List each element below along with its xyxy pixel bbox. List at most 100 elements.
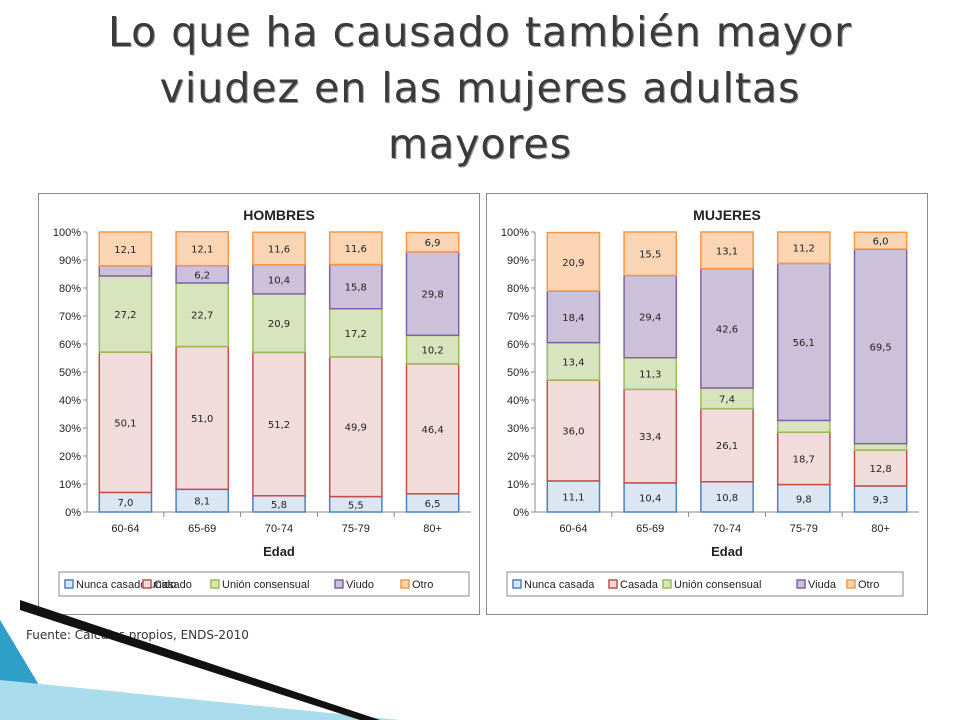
mujeres-x-tick-label: 75-79 xyxy=(790,523,818,535)
slide-title: Lo que ha causado también mayor viudez e… xyxy=(20,4,940,172)
mujeres-bar-casada xyxy=(776,431,831,486)
slide-title-line-1: Lo que ha causado también mayor xyxy=(108,8,852,56)
hombres-data-label: 10,2 xyxy=(421,346,443,357)
mujeres-data-label: 69,5 xyxy=(869,342,891,353)
hombres-chart-title: HOMBRES xyxy=(243,207,315,223)
mujeres-y-tick-label: 0% xyxy=(513,507,529,519)
mujeres-bar-viuda xyxy=(623,274,678,359)
mujeres-y-tick-label: 50% xyxy=(507,367,529,379)
mujeres-legend-label: Otro xyxy=(858,579,879,591)
hombres-data-label: 7,0 xyxy=(117,498,133,509)
mujeres-chart-title: MUJERES xyxy=(693,207,761,223)
mujeres-bar-viuda xyxy=(853,248,908,445)
hombres-data-label: 10,4 xyxy=(268,275,290,286)
mujeres-y-tick-label: 30% xyxy=(507,423,529,435)
mujeres-y-tick-label: 10% xyxy=(507,479,529,491)
mujeres-data-label: 15,5 xyxy=(639,250,661,261)
mujeres-bar-viuda xyxy=(546,290,601,344)
mujeres-bar-otro xyxy=(700,231,754,270)
mujeres-data-label: 26,1 xyxy=(716,441,738,452)
mujeres-data-label: 56,1 xyxy=(793,338,815,349)
hombres-data-label: 51,2 xyxy=(268,420,290,431)
hombres-data-label: 27,2 xyxy=(114,310,136,321)
mujeres-legend xyxy=(506,571,904,597)
hombres-x-tick-label: 80+ xyxy=(423,523,442,535)
hombres-data-label: 11,6 xyxy=(268,245,290,256)
hombres-legend-label: Casado xyxy=(154,579,192,591)
mujeres-data-label: 13,4 xyxy=(562,357,584,368)
chart-mujeres-svg: MUJERES 0% 10% 20% 30% 40% 50% 60% 70% 80% 90% 100%… xyxy=(501,207,919,597)
decorative-swoosh xyxy=(0,600,400,720)
mujeres-bar-nunca-casada xyxy=(546,480,601,513)
hombres-legend-label: Unión consensual xyxy=(222,579,309,591)
hombres-y-tick-label: 0% xyxy=(65,507,81,519)
hombres-data-label: 5,8 xyxy=(271,500,287,511)
hombres-bar-casado xyxy=(328,356,383,498)
hombres-data-label: 5,5 xyxy=(348,500,364,511)
hombres-bar-otro xyxy=(252,231,306,266)
hombres-data-label: 15,8 xyxy=(345,283,367,294)
mujeres-data-label: 33,4 xyxy=(639,432,661,443)
mujeres-data-label: 20,9 xyxy=(562,258,584,269)
hombres-legend-swatch xyxy=(334,579,344,589)
hombres-y-tick-label: 70% xyxy=(59,311,81,323)
chart-hombres: HOMBRES 0% 10% 20% 30% 40% 50% 60% 70% 80% 90% 100%… xyxy=(38,193,480,615)
slide-title-line-2: viudez en las mujeres adultas xyxy=(159,64,801,112)
mujeres-bar-otro xyxy=(776,231,831,265)
mujeres-legend-label: Viuda xyxy=(808,579,837,591)
mujeres-bar-nunca-casada xyxy=(623,482,678,513)
mujeres-y-tick-label: 70% xyxy=(507,311,529,323)
mujeres-bar-unión-consensual xyxy=(623,356,678,391)
hombres-data-label: 6,9 xyxy=(425,238,441,249)
mujeres-legend-swatch xyxy=(662,579,672,589)
hombres-y-tick-label: 30% xyxy=(59,423,81,435)
mujeres-bar-unión-consensual xyxy=(546,341,601,381)
hombres-data-label: 12,1 xyxy=(191,245,213,256)
mujeres-bar-otro xyxy=(546,231,601,292)
hombres-data-label: 20,9 xyxy=(268,319,290,330)
mujeres-data-label: 12,8 xyxy=(869,464,891,475)
mujeres-data-label: 7,4 xyxy=(719,394,735,405)
mujeres-x-tick-label: 65-69 xyxy=(636,523,664,535)
mujeres-data-label: 29,4 xyxy=(639,313,661,324)
hombres-x-axis-title: Edad xyxy=(263,544,295,559)
mujeres-data-label: 18,4 xyxy=(562,313,584,324)
mujeres-y-tick-label: 20% xyxy=(507,451,529,463)
hombres-data-label: 6,2 xyxy=(194,270,210,281)
source-note: Fuente: Cálculos propios, ENDS-2010 xyxy=(26,628,249,642)
hombres-y-tick-label: 60% xyxy=(59,339,81,351)
chart-hombres-svg: HOMBRES 0% 10% 20% 30% 40% 50% 60% 70% 80% 90% 100%… xyxy=(53,207,471,597)
mujeres-data-label: 9,3 xyxy=(873,495,889,506)
hombres-data-label: 12,1 xyxy=(114,245,136,256)
hombres-bar-otro xyxy=(328,231,383,266)
hombres-data-label: 17,2 xyxy=(345,329,367,340)
hombres-x-tick-label: 70-74 xyxy=(265,523,293,535)
mujeres-legend-swatch xyxy=(796,579,806,589)
mujeres-bar-casada xyxy=(853,449,908,487)
hombres-y-tick-label: 20% xyxy=(59,451,81,463)
hombres-y-tick-label: 50% xyxy=(59,367,81,379)
hombres-legend-swatch xyxy=(64,579,74,589)
mujeres-bar-viuda xyxy=(700,267,754,389)
hombres-data-label: 51,0 xyxy=(191,414,213,425)
hombres-data-label: 22,7 xyxy=(191,311,213,322)
mujeres-x-axis-title: Edad xyxy=(711,544,743,559)
mujeres-data-label: 11,1 xyxy=(562,492,584,503)
mujeres-x-tick-label: 70-74 xyxy=(713,523,741,535)
mujeres-data-label: 36,0 xyxy=(562,427,584,438)
mujeres-data-label: 6,0 xyxy=(873,237,889,248)
mujeres-bar-nunca-casada xyxy=(776,483,831,513)
hombres-y-tick-label: 10% xyxy=(59,479,81,491)
mujeres-data-label: 10,4 xyxy=(639,493,661,504)
hombres-y-tick-label: 80% xyxy=(59,283,81,295)
mujeres-data-label: 10,8 xyxy=(716,493,738,504)
hombres-x-tick-label: 60-64 xyxy=(111,523,139,535)
hombres-data-label: 49,9 xyxy=(345,423,367,434)
hombres-data-label: 50,1 xyxy=(114,418,136,429)
hombres-x-tick-label: 75-79 xyxy=(342,523,370,535)
hombres-x-tick-label: 65-69 xyxy=(188,523,216,535)
mujeres-legend-label: Unión consensual xyxy=(674,579,761,591)
mujeres-data-label: 42,6 xyxy=(716,324,738,335)
hombres-legend-swatch xyxy=(142,579,152,589)
hombres-y-tick-label: 90% xyxy=(59,255,81,267)
